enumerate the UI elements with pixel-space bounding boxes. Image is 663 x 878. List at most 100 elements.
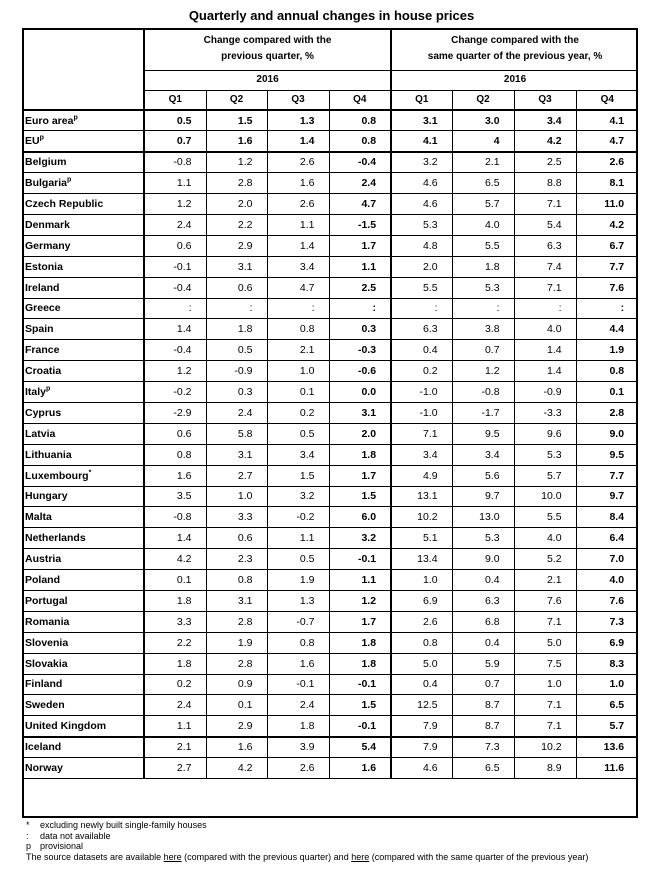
prev-quarter-q3-cell: 2.6	[266, 193, 329, 215]
header-q4-previous-quarter: Q4	[328, 90, 392, 111]
prev-quarter-q1-cell: -2.9	[143, 402, 206, 424]
prev-quarter-q3-cell: 1.3	[266, 590, 329, 612]
header-q2-previous-year: Q2	[451, 90, 515, 111]
country-name: Greece	[25, 302, 61, 315]
prev-quarter-q4-cell: -1.5	[328, 214, 392, 236]
prev-quarter-q3-cell: 0.5	[266, 548, 329, 571]
prev-quarter-q4-cell: 0.8	[328, 110, 392, 132]
table-row: Sweden 2.4 0.1 2.4 1.5 12.5 8.7 7.1 6.5	[22, 694, 639, 717]
table-row: Euro areap 0.5 1.5 1.3 0.8 3.1 3.0 3.4 4.1	[22, 110, 639, 132]
prev-year-q3-cell: 4.0	[513, 318, 577, 341]
table-row: Poland 0.1 0.8 1.9 1.1 1.0 0.4 2.1 4.0	[22, 569, 639, 591]
prev-quarter-q3-cell: 4.7	[266, 277, 329, 299]
prev-year-q4-cell: 9.0	[575, 423, 639, 445]
prev-year-q1-cell: 4.8	[390, 235, 453, 257]
prev-year-q3-cell: 1.0	[513, 674, 577, 696]
table-row: Austria 4.2 2.3 0.5 -0.1 13.4 9.0 5.2 7.0	[22, 548, 639, 571]
table-row: Lithuania 0.8 3.1 3.4 1.8 3.4 3.4 5.3 9.5	[22, 444, 639, 466]
country-cell: Greece	[22, 298, 144, 320]
prev-year-q4-cell: 11.0	[575, 193, 639, 215]
prev-year-q1-cell: 12.5	[390, 694, 453, 717]
prev-year-q4-cell: 1.9	[575, 339, 639, 362]
prev-year-q3-cell: 8.9	[513, 757, 577, 779]
prev-year-q3-cell: -3.3	[513, 402, 577, 424]
prev-year-q4-cell: 6.5	[575, 694, 639, 717]
country-name: Malta	[25, 511, 52, 524]
prev-quarter-q2-cell: 2.8	[205, 172, 267, 195]
country-cell: Italyp	[22, 381, 144, 403]
country-name: EU	[25, 135, 40, 148]
prev-year-q1-cell: 4.1	[390, 130, 453, 153]
prev-year-q2-cell: 0.7	[451, 339, 515, 362]
prev-quarter-q2-cell: 4.2	[205, 757, 267, 779]
prev-quarter-q4-cell: 6.0	[328, 506, 392, 529]
country-flag: p	[67, 176, 72, 184]
prev-year-q3-cell: 7.1	[513, 694, 577, 717]
prev-quarter-q3-cell: 0.5	[266, 423, 329, 445]
prev-year-q2-cell: -0.8	[451, 381, 515, 403]
header-year-1: 2016	[142, 70, 392, 91]
prev-quarter-q1-cell: 0.8	[143, 444, 206, 466]
header-q1-previous-year: Q1	[390, 90, 453, 111]
prev-year-q1-cell: 1.0	[390, 569, 453, 591]
prev-quarter-q1-cell: 1.4	[143, 527, 206, 550]
country-flag: p	[39, 134, 44, 142]
country-name: Euro area	[25, 114, 74, 127]
prev-year-q4-cell: 11.6	[575, 757, 639, 779]
prev-year-q4-cell: 8.3	[575, 653, 639, 675]
prev-year-q3-cell: 6.3	[513, 235, 577, 257]
table-row: EUp 0.7 1.6 1.4 0.8 4.1 4 4.2 4.7	[22, 130, 639, 153]
prev-quarter-q4-cell: 3.1	[328, 402, 392, 424]
header-q4-previous-year: Q4	[575, 90, 639, 111]
prev-year-q2-cell: 4.0	[451, 214, 515, 236]
prev-quarter-q2-cell: 1.2	[205, 151, 267, 174]
table-row: Greece::::::::	[22, 298, 639, 320]
prev-quarter-q1-cell: 1.8	[143, 653, 206, 675]
country-name: France	[25, 344, 60, 357]
country-name: Portugal	[25, 594, 68, 607]
prev-quarter-q3-cell: 1.3	[266, 110, 329, 132]
prev-quarter-q4-cell: :	[328, 298, 392, 320]
prev-year-q3-cell: 7.5	[513, 653, 577, 675]
prev-quarter-q1-cell: 0.5	[143, 110, 206, 132]
country-name: United Kingdom	[25, 720, 107, 733]
prev-quarter-q3-cell: 1.4	[266, 235, 329, 257]
prev-year-q4-cell: 2.6	[575, 151, 639, 174]
prev-year-q3-cell: 5.3	[513, 444, 577, 466]
prev-quarter-q1-cell: 1.2	[143, 360, 206, 383]
prev-quarter-q4-cell: -0.1	[328, 674, 392, 696]
prev-quarter-q1-cell: 2.7	[143, 757, 206, 779]
prev-year-q3-cell: 10.2	[513, 736, 577, 759]
prev-quarter-q1-cell: 1.1	[143, 715, 206, 738]
prev-quarter-q4-cell: 1.1	[328, 256, 392, 278]
prev-quarter-q3-cell: 1.6	[266, 653, 329, 675]
footnote-symbol: p	[26, 841, 32, 851]
prev-quarter-q3-cell: :	[266, 298, 329, 320]
prev-year-q4-cell: 0.1	[575, 381, 639, 403]
prev-quarter-q3-cell: 1.8	[266, 715, 329, 738]
prev-quarter-q1-cell: 0.6	[143, 235, 206, 257]
country-name: Germany	[25, 239, 71, 252]
prev-year-q2-cell: 5.7	[451, 193, 515, 215]
prev-year-q3-cell: 4.2	[513, 130, 577, 153]
table-row: Romania 3.3 2.8 -0.7 1.7 2.6 6.8 7.1 7.3	[22, 611, 639, 633]
prev-quarter-q2-cell: 1.6	[205, 130, 267, 153]
prev-year-q3-cell: 5.5	[513, 506, 577, 529]
prev-quarter-q1-cell: 1.2	[143, 193, 206, 215]
source-link-previous-quarter[interactable]: here	[163, 851, 182, 862]
source-link-previous-year[interactable]: here	[351, 851, 370, 862]
prev-year-q2-cell: 5.3	[451, 527, 515, 550]
prev-quarter-q3-cell: 0.8	[266, 318, 329, 341]
prev-year-q1-cell: 5.3	[390, 214, 453, 236]
prev-quarter-q1-cell: 3.3	[143, 611, 206, 633]
country-cell: Malta	[22, 506, 144, 529]
prev-year-q4-cell: 9.5	[575, 444, 639, 466]
prev-year-q2-cell: 9.7	[451, 486, 515, 508]
prev-year-q4-cell: 8.1	[575, 172, 639, 195]
prev-quarter-q2-cell: 5.8	[205, 423, 267, 445]
table-row: Norway 2.7 4.2 2.6 1.6 4.6 6.5 8.9 11.6	[22, 757, 639, 779]
country-name: Slovakia	[25, 657, 68, 670]
footnotes: * excluding newly built single-family hou…	[26, 820, 588, 862]
prev-year-q1-cell: 13.1	[390, 486, 453, 508]
header-group-previous-quarter: Change compared with the previous quarte…	[142, 28, 392, 71]
